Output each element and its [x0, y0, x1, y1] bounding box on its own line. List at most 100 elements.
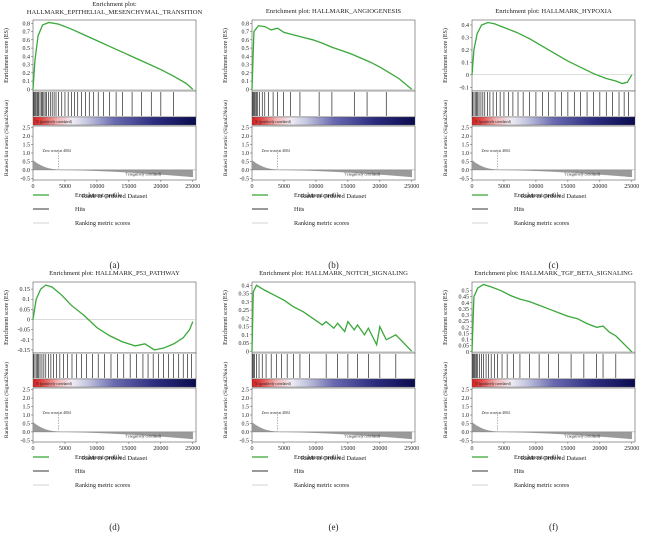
- gsea-panel-b: Enrichment plot: HALLMARK_ANGIOGENESIS 0.…: [222, 8, 419, 270]
- hits-frame: [251, 90, 416, 118]
- metric-y-tick-label: 2.5: [242, 388, 250, 394]
- es-y-axis-label: Enrichment score (ES): [442, 290, 449, 345]
- es-y-tick-label: 0.6: [242, 38, 250, 44]
- es-y-tick-label: 0.2: [462, 48, 470, 54]
- legend-label: Ranking metric scores: [294, 220, 350, 227]
- ranking-color-strip: [471, 378, 636, 388]
- metric-y-tick-label: 1.5: [23, 143, 31, 149]
- metric-y-tick-label: 0.0: [462, 168, 470, 174]
- legend-label: Hits: [294, 206, 305, 213]
- es-plot-frame: [32, 281, 197, 354]
- legend-label: Enrichment profile: [514, 454, 561, 461]
- metric-y-axis-label: Ranked list metric (Signal2Noise): [3, 362, 10, 438]
- metric-y-tick-label: 1.0: [462, 151, 470, 157]
- zero-cross-label: Zero cross at 4004: [262, 149, 290, 153]
- x-tick-label: 0: [471, 184, 474, 190]
- es-y-tick-label: 0.5: [23, 46, 31, 52]
- x-tick-label: 5000: [59, 446, 71, 452]
- x-tick-label: 20000: [153, 446, 168, 452]
- x-tick-label: 0: [251, 184, 254, 190]
- x-tick-label: 0: [32, 184, 35, 190]
- x-axis-label: Rank in Ordered Dataset: [82, 455, 148, 462]
- legend-label: Enrichment profile: [75, 192, 122, 199]
- metric-y-tick-label: 2.5: [242, 126, 250, 132]
- es-y-tick-label: 0: [246, 349, 249, 355]
- ranking-color-strip: [471, 116, 636, 126]
- x-tick-label: 0: [471, 446, 474, 452]
- legend-label: Enrichment profile: [294, 192, 341, 199]
- chart-title: Enrichment plot: HALLMARK_NOTCH_SIGNALIN…: [259, 270, 408, 277]
- zero-cross-label: Zero cross at 4004: [482, 411, 510, 415]
- positively-correlated-label: 'h' (positively correlated): [255, 382, 292, 386]
- negatively-correlated-label: 'f' (negatively correlated): [564, 172, 601, 176]
- metric-y-tick-label: 1.5: [242, 405, 250, 411]
- legend-label: Enrichment profile: [75, 454, 122, 461]
- x-axis-label: Rank in Ordered Dataset: [521, 193, 587, 200]
- metric-y-tick-label: 0.5: [23, 159, 31, 165]
- metric-y-tick-label: 1.5: [242, 143, 250, 149]
- es-y-tick-label: 0.6: [23, 38, 31, 44]
- es-y-tick-label: 0.8: [23, 21, 31, 27]
- x-tick-label: 10000: [528, 446, 543, 452]
- es-y-axis-label: Enrichment score (ES): [3, 28, 10, 83]
- es-y-tick-label: 0: [466, 350, 469, 356]
- metric-y-tick-label: 2.5: [462, 388, 470, 394]
- x-tick-label: 25000: [404, 184, 419, 190]
- es-y-tick-label: 0.2: [462, 325, 470, 331]
- metric-y-tick-label: 0.5: [462, 159, 470, 165]
- metric-y-tick-label: 1.0: [23, 413, 31, 419]
- es-y-tick-label: 0.4: [462, 23, 470, 29]
- es-plot-frame: [251, 281, 416, 354]
- positively-correlated-label: 'h' (positively correlated): [255, 120, 292, 124]
- negatively-correlated-label: 'f' (negatively correlated): [125, 434, 162, 438]
- x-tick-label: 5000: [278, 184, 290, 190]
- x-tick-label: 20000: [153, 184, 168, 190]
- chart-title: Enrichment plot: HALLMARK_P53_PATHWAY: [49, 270, 180, 277]
- legend-label: Hits: [294, 468, 305, 475]
- metric-y-tick-label: 0.5: [242, 159, 250, 165]
- es-y-tick-label: -0.15: [18, 348, 31, 354]
- metric-y-axis-label: Ranked list metric (Signal2Noise): [442, 100, 449, 176]
- positively-correlated-label: 'h' (positively correlated): [36, 382, 73, 386]
- x-tick-label: 0: [32, 446, 35, 452]
- metric-y-tick-label: -0.5: [21, 438, 31, 444]
- metric-y-tick-label: 0.5: [462, 421, 470, 427]
- chart-title-line2: HALLMARK_EPITHELIAL_MESENCHYMAL_TRANSITI…: [27, 9, 203, 16]
- metric-y-tick-label: 2.0: [23, 134, 31, 140]
- metric-y-tick-label: 2.0: [242, 134, 250, 140]
- metric-y-tick-label: 0.0: [23, 168, 31, 174]
- metric-y-tick-label: -0.5: [240, 438, 250, 444]
- hit-marks: [252, 92, 387, 116]
- es-y-tick-label: 0: [466, 73, 469, 79]
- ranking-metric-area: [471, 422, 632, 440]
- x-tick-label: 10000: [308, 446, 323, 452]
- es-y-tick-label: 0.15: [20, 287, 31, 293]
- x-tick-label: 15000: [121, 446, 136, 452]
- es-y-tick-label: 0.5: [242, 46, 250, 52]
- es-y-axis-label: Enrichment score (ES): [222, 290, 229, 345]
- x-tick-label: 20000: [592, 446, 607, 452]
- panel-label: (c): [549, 260, 559, 270]
- es-y-tick-label: 0.2: [23, 71, 31, 77]
- zero-cross-label: Zero cross at 4004: [43, 411, 71, 415]
- metric-y-tick-label: 0.5: [23, 421, 31, 427]
- legend-label: Hits: [75, 468, 86, 475]
- legend-label: Enrichment profile: [514, 192, 561, 199]
- ranking-metric-area: [251, 160, 412, 178]
- chart-title: Enrichment plot: HALLMARK_TGF_BETA_SIGNA…: [474, 270, 633, 277]
- positively-correlated-label: 'h' (positively correlated): [475, 120, 512, 124]
- panel-label: (e): [329, 522, 339, 532]
- x-tick-label: 15000: [121, 184, 136, 190]
- metric-y-tick-label: -0.5: [460, 176, 470, 182]
- es-y-tick-label: 0.1: [242, 79, 250, 85]
- ranking-color-strip: [251, 116, 416, 126]
- es-y-tick-label: 0.1: [242, 333, 250, 339]
- enrichment-profile-line: [32, 21, 194, 90]
- legend-label: Ranking metric scores: [514, 220, 570, 227]
- ranking-color-strip: [32, 378, 197, 388]
- hits-frame: [251, 352, 416, 380]
- legend-label: Ranking metric scores: [75, 482, 131, 489]
- hit-marks: [252, 354, 397, 378]
- es-y-tick-label: 0.25: [459, 319, 470, 325]
